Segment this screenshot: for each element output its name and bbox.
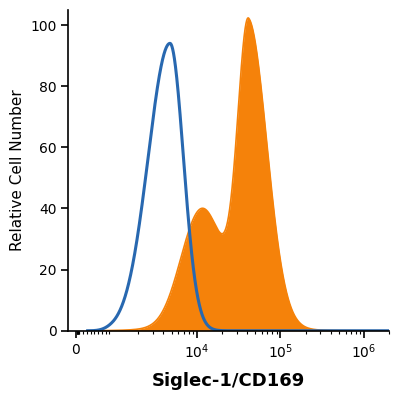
Y-axis label: Relative Cell Number: Relative Cell Number	[10, 89, 25, 251]
X-axis label: Siglec-1/CD169: Siglec-1/CD169	[152, 372, 306, 390]
